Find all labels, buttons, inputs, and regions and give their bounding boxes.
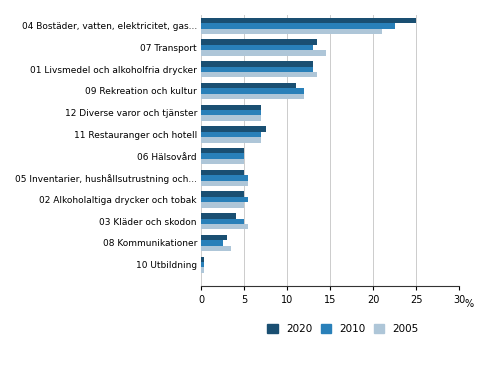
- Bar: [201, 50, 326, 56]
- Bar: [201, 191, 244, 197]
- Bar: [201, 148, 244, 153]
- Bar: [201, 159, 244, 164]
- Bar: [201, 246, 231, 251]
- Bar: [201, 240, 223, 246]
- Bar: [201, 224, 248, 229]
- Bar: [201, 18, 416, 23]
- Bar: [201, 257, 204, 262]
- Bar: [201, 132, 261, 137]
- Bar: [201, 175, 248, 181]
- Legend: 2020, 2010, 2005: 2020, 2010, 2005: [267, 324, 419, 334]
- Text: %: %: [464, 299, 473, 308]
- Bar: [201, 213, 236, 218]
- Bar: [201, 153, 244, 159]
- Bar: [201, 61, 313, 67]
- Bar: [201, 197, 248, 202]
- Bar: [201, 72, 317, 77]
- Bar: [201, 202, 244, 208]
- Bar: [201, 262, 204, 267]
- Bar: [201, 267, 204, 273]
- Bar: [201, 115, 261, 121]
- Bar: [201, 170, 244, 175]
- Bar: [201, 45, 313, 50]
- Bar: [201, 94, 304, 99]
- Bar: [201, 67, 313, 72]
- Bar: [201, 83, 296, 88]
- Bar: [201, 235, 227, 240]
- Bar: [201, 39, 317, 45]
- Bar: [201, 181, 248, 186]
- Bar: [201, 88, 304, 94]
- Bar: [201, 105, 261, 110]
- Bar: [201, 218, 244, 224]
- Bar: [201, 29, 382, 34]
- Bar: [201, 23, 395, 29]
- Bar: [201, 126, 266, 132]
- Bar: [201, 110, 261, 115]
- Bar: [201, 137, 261, 143]
